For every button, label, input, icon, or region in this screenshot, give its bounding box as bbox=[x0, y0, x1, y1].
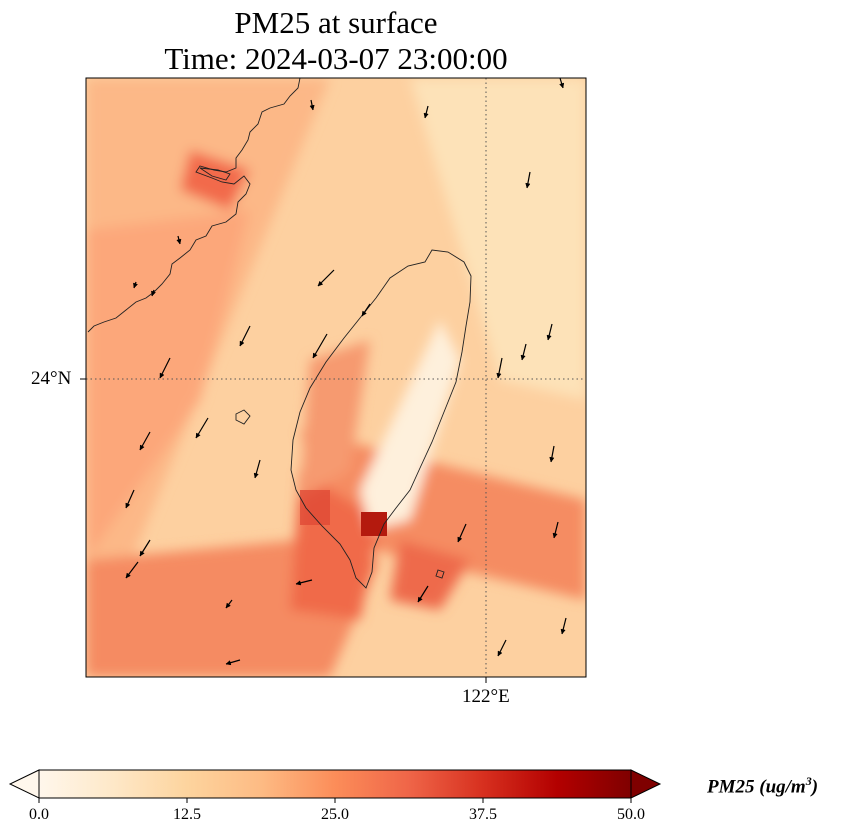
wind-arrow-head bbox=[225, 602, 231, 609]
colorbar-tick-label: 0.0 bbox=[29, 806, 49, 823]
wind-arrow-head bbox=[423, 112, 429, 119]
small-island bbox=[435, 569, 445, 579]
chart-title-line1: PM25 at surface bbox=[234, 5, 438, 40]
wind-arrow-head bbox=[312, 352, 318, 359]
wind-vectors bbox=[125, 77, 567, 666]
wind-arrow-head bbox=[159, 372, 165, 379]
colorbar-label-text: PM25 (ug/m bbox=[707, 776, 806, 798]
pm25-high-cell bbox=[300, 490, 330, 525]
wind-arrow-head bbox=[125, 502, 131, 509]
wind-arrow-head bbox=[239, 340, 245, 347]
wind-arrow-head bbox=[525, 182, 531, 189]
coastlines bbox=[87, 78, 472, 589]
wind-arrow-head bbox=[225, 660, 232, 666]
colorbar-label-superscript: 3 bbox=[805, 774, 812, 788]
wind-arrow-head bbox=[560, 628, 566, 635]
wind-arrow-head bbox=[133, 282, 138, 289]
map-panel bbox=[80, 77, 587, 683]
wind-arrow-head bbox=[496, 372, 502, 379]
pm25-northeast-clean bbox=[410, 78, 586, 400]
wind-arrow-head bbox=[176, 238, 182, 245]
wind-arrow-head bbox=[139, 444, 145, 451]
colorbar-tick-marks bbox=[38, 798, 632, 803]
pm25-max-cell bbox=[361, 512, 387, 536]
pm25-coast-hotspot bbox=[180, 150, 250, 210]
wind-arrow-head bbox=[559, 82, 565, 89]
mainland-coastline bbox=[87, 78, 301, 333]
pm25-strait-band bbox=[86, 210, 250, 560]
colorbar-label-suffix: ) bbox=[811, 776, 819, 798]
penghu-islands bbox=[235, 409, 251, 425]
wind-arrow-head bbox=[549, 456, 555, 463]
wind-arrow-head bbox=[139, 550, 145, 557]
wind-arrow-head bbox=[295, 580, 302, 586]
chart-title-line2: Time: 2024-03-07 23:00:00 bbox=[164, 41, 508, 76]
wind-arrow-head bbox=[195, 432, 201, 439]
wind-arrow-head bbox=[253, 472, 259, 479]
lon-tick-label: 122°E bbox=[462, 686, 510, 707]
colorbar-tick-label: 12.5 bbox=[173, 806, 201, 823]
colorbar-extend-min bbox=[8, 769, 40, 799]
colorbar-label: PM25 (ug/m3) bbox=[707, 774, 818, 798]
wind-arrow-head bbox=[417, 596, 423, 603]
pm25-southeast-core bbox=[390, 540, 470, 610]
wind-arrow-head bbox=[497, 650, 503, 657]
taiwan-coastline bbox=[290, 249, 472, 589]
wind-arrow-head bbox=[125, 572, 131, 579]
colorbar-tick-label: 50.0 bbox=[617, 806, 645, 823]
wind-arrow-head bbox=[361, 310, 367, 317]
wind-arrow-head bbox=[309, 104, 315, 111]
colorbar-tick-label: 25.0 bbox=[321, 806, 349, 823]
colorbar bbox=[8, 769, 662, 803]
lat-tick-label: 24°N bbox=[31, 368, 72, 389]
pm25-island-west-coast bbox=[300, 340, 370, 500]
wind-arrow-head bbox=[552, 532, 558, 539]
pm25-island-interior bbox=[360, 320, 460, 530]
wind-arrow-head bbox=[317, 280, 324, 287]
colorbar-tick-label: 37.5 bbox=[469, 806, 497, 823]
wind-arrow-head bbox=[520, 354, 526, 361]
map-frame bbox=[85, 77, 587, 678]
colorbar-gradient bbox=[38, 769, 632, 799]
coastal-island bbox=[199, 167, 231, 181]
pm25-field bbox=[86, 78, 586, 677]
wind-arrow-head bbox=[457, 536, 463, 543]
wind-arrow-head bbox=[151, 290, 156, 297]
colorbar-extend-max bbox=[630, 769, 662, 799]
wind-arrow-head bbox=[546, 334, 552, 341]
